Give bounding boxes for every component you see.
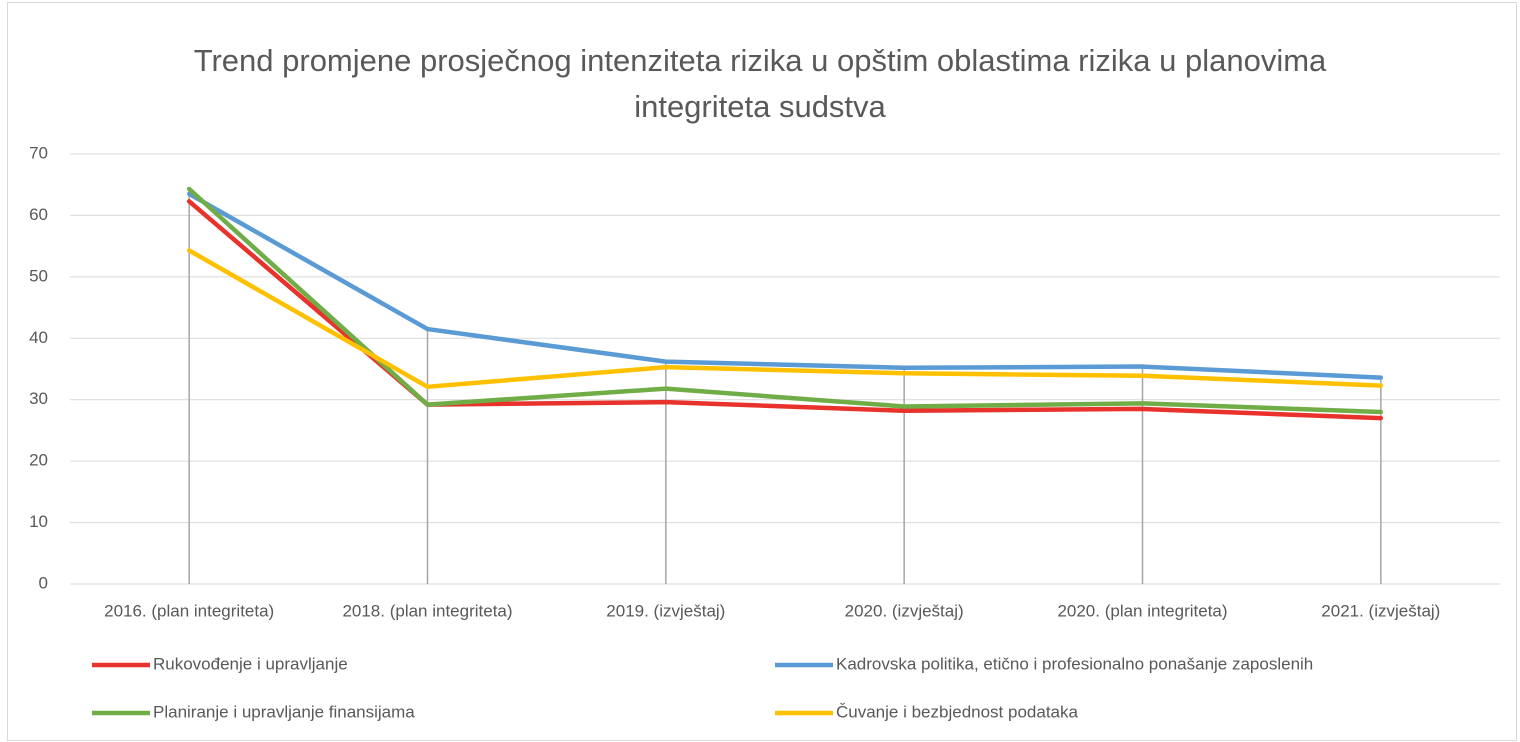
series-line (186, 191, 1384, 380)
x-tick-label: 2020. (izvještaj) (845, 601, 964, 620)
y-tick-label: 0 (39, 573, 48, 592)
x-tick-label: 2018. (plan integriteta) (342, 601, 512, 620)
y-tick-label: 50 (29, 266, 48, 285)
x-tick-label: 2016. (plan integriteta) (104, 601, 274, 620)
legend-label: Rukovođenje i upravljanje (153, 654, 348, 673)
series-line (186, 248, 1384, 390)
chart-title: Trend promjene prosječnog intenziteta ri… (193, 43, 1327, 124)
y-tick-label: 40 (29, 328, 48, 347)
legend-label: Kadrovska politika, etično i profesional… (836, 654, 1313, 673)
y-tick-label: 60 (29, 205, 48, 224)
y-tick-label: 10 (29, 512, 48, 531)
y-tick-label: 30 (29, 389, 48, 408)
x-tick-label: 2020. (plan integriteta) (1057, 601, 1227, 620)
x-tick-label: 2019. (izvještaj) (606, 601, 725, 620)
legend-label: Čuvanje i bezbjednost podataka (836, 702, 1078, 721)
x-tick-label: 2021. (izvještaj) (1321, 601, 1440, 620)
legend-label: Planiranje i upravljanje finansijama (153, 702, 415, 721)
series-line (186, 186, 1384, 415)
y-tick-label: 70 (29, 143, 48, 162)
y-tick-label: 20 (29, 451, 48, 470)
